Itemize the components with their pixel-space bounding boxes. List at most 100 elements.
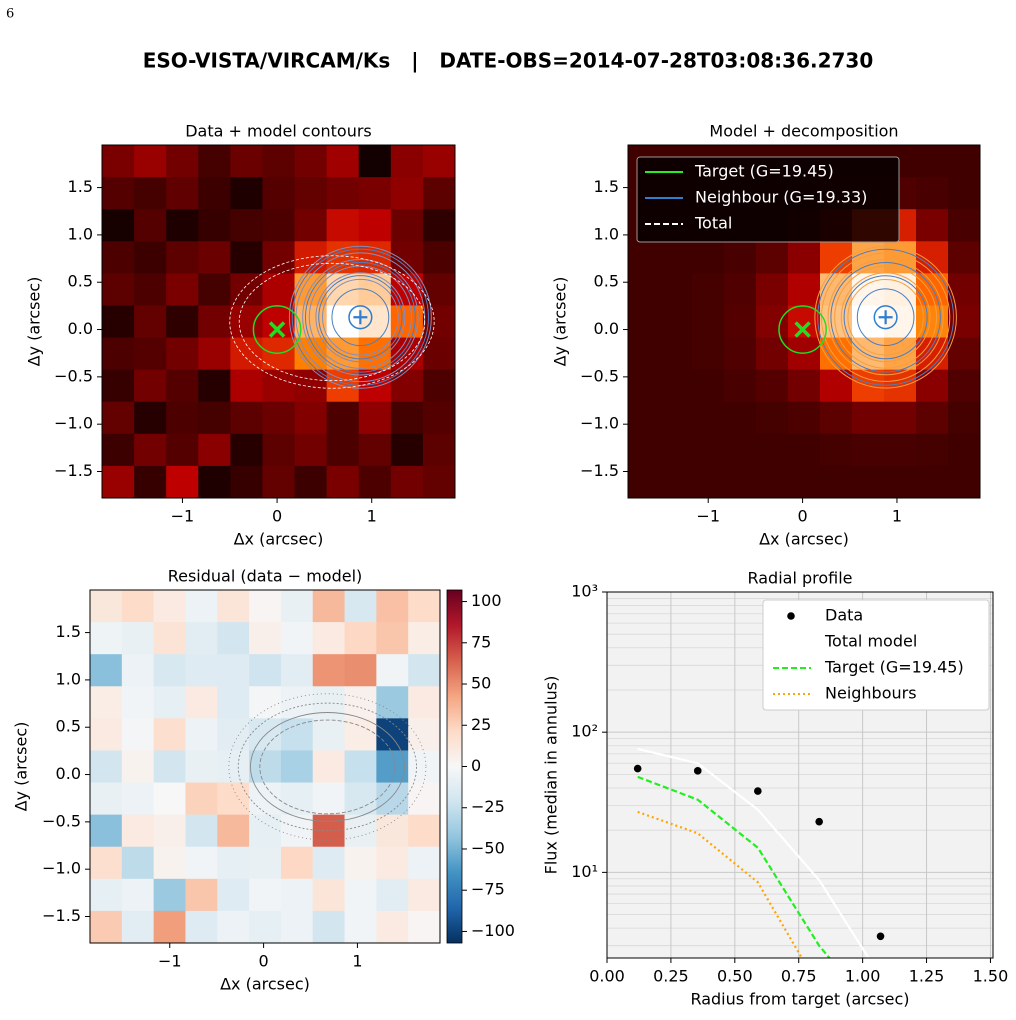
pixel — [724, 433, 757, 467]
y-tick-label: 1.5 — [68, 177, 93, 196]
y-tick-label: 10³ — [571, 582, 598, 601]
pixel — [294, 209, 328, 242]
pixel — [280, 654, 314, 687]
pixel — [788, 337, 821, 371]
pixel — [198, 305, 231, 339]
y-tick-label: 0.0 — [594, 319, 619, 338]
pixel — [134, 433, 167, 467]
contour — [820, 252, 951, 382]
pixel — [90, 622, 123, 655]
pixel — [788, 241, 821, 274]
pixel — [948, 209, 980, 242]
pixel — [185, 718, 218, 752]
pixel — [217, 718, 250, 752]
pixel — [249, 686, 282, 719]
pixel — [344, 654, 377, 687]
x-axis-label: Radius from target (arcsec) — [690, 990, 909, 1009]
pixel — [90, 686, 123, 719]
x-axis-label: Δx (arcsec) — [220, 975, 310, 994]
pixel — [408, 686, 440, 719]
pixel — [230, 369, 264, 403]
pixel — [312, 750, 346, 784]
pixel — [166, 465, 199, 498]
pixel — [249, 622, 282, 655]
pixel — [185, 686, 218, 719]
pixel — [198, 369, 231, 403]
pixel — [326, 177, 360, 210]
axes-title: Residual (data − model) — [168, 567, 363, 586]
pixel — [788, 369, 821, 403]
pixel — [408, 846, 440, 880]
series-line — [637, 747, 870, 958]
pixel — [90, 910, 123, 943]
pixel — [262, 369, 296, 403]
pixel — [422, 465, 455, 498]
pixel — [230, 145, 264, 178]
contour — [840, 272, 931, 363]
pixel — [948, 465, 980, 498]
pixel — [294, 465, 328, 498]
pixel — [408, 590, 440, 623]
x-axis-label: Δx (arcsec) — [759, 530, 849, 549]
pixel — [153, 622, 187, 655]
plot-area — [102, 145, 455, 498]
pixel — [102, 177, 135, 210]
pixel — [660, 305, 693, 339]
x-tick-label: 0.00 — [589, 967, 625, 986]
legend-label: Neighbour (G=19.33) — [695, 188, 867, 207]
pixel — [884, 401, 917, 435]
pixel — [134, 337, 167, 371]
pixel — [628, 337, 661, 371]
pixel — [153, 846, 187, 880]
pixel — [185, 878, 218, 912]
x-tick-label: 1 — [367, 507, 377, 526]
pixel — [344, 910, 377, 943]
pixel — [916, 465, 949, 498]
pixel — [230, 177, 264, 210]
x-tick-label: 1 — [352, 952, 362, 971]
pixel — [166, 273, 199, 307]
contour — [331, 288, 390, 347]
pixel — [326, 209, 360, 242]
pixel — [280, 910, 314, 943]
pixel — [262, 401, 296, 435]
pixel — [102, 209, 135, 242]
pixel — [102, 337, 135, 371]
axes-title: Data + model contours — [185, 122, 372, 141]
neighbour-marker — [878, 310, 893, 325]
pixel — [948, 145, 980, 178]
data-point — [693, 767, 702, 775]
y-tick-label: 0.0 — [68, 319, 93, 338]
x-tick-label: 1.25 — [909, 967, 945, 986]
pixel — [358, 145, 392, 178]
pixel — [121, 686, 155, 719]
pixel — [166, 241, 199, 274]
pixel — [262, 465, 296, 498]
pixel — [217, 878, 250, 912]
pixel — [280, 782, 314, 816]
pixel — [102, 145, 135, 178]
pixel — [230, 305, 264, 339]
pixel — [376, 910, 409, 943]
pixel — [948, 337, 980, 371]
y-tick-label: 10² — [571, 722, 598, 741]
pixel — [358, 305, 392, 339]
pixel — [724, 337, 757, 371]
pixel — [358, 433, 392, 467]
pixel — [756, 305, 789, 339]
pixel — [153, 686, 187, 719]
pixel — [121, 846, 155, 880]
axes-frame — [627, 144, 981, 499]
pixel — [326, 401, 360, 435]
y-axis-label: Δy (arcsec) — [25, 277, 44, 367]
contour — [827, 259, 944, 376]
pixel — [408, 750, 440, 784]
pixel — [262, 145, 296, 178]
pixel — [756, 273, 789, 307]
pixel — [628, 465, 661, 498]
pixel — [198, 241, 231, 274]
pixel — [217, 622, 250, 655]
pixel — [312, 686, 346, 719]
y-tick-label: −0.5 — [580, 366, 619, 385]
contour — [250, 712, 405, 822]
